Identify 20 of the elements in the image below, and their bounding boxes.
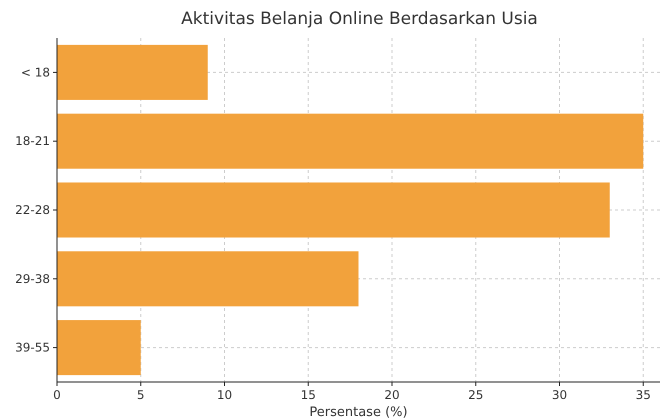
- x-tick-label: 5: [136, 388, 145, 402]
- bar: [57, 251, 358, 306]
- x-tick-label: 25: [468, 388, 484, 402]
- bar: [57, 114, 644, 169]
- x-tick-label: 15: [300, 388, 316, 402]
- y-tick-label: 39-55: [15, 340, 50, 355]
- x-tick-label: 35: [636, 388, 651, 402]
- y-tick-label: 22-28: [15, 203, 50, 217]
- y-tick-label: 18-21: [15, 134, 50, 148]
- y-tick-label: < 18: [20, 65, 50, 80]
- bar: [57, 182, 610, 238]
- chart-title: Aktivitas Belanja Online Berdasarkan Usia: [181, 9, 538, 29]
- bar: [57, 320, 141, 376]
- x-axis-title: Persentase (%): [309, 405, 408, 419]
- x-tick-label: 0: [53, 388, 61, 402]
- x-tick-label: 20: [384, 388, 400, 402]
- x-tick-label: 30: [552, 388, 568, 402]
- y-tick-label: 29-38: [15, 272, 50, 286]
- bar: [57, 44, 208, 100]
- x-tick-label: 10: [216, 388, 232, 402]
